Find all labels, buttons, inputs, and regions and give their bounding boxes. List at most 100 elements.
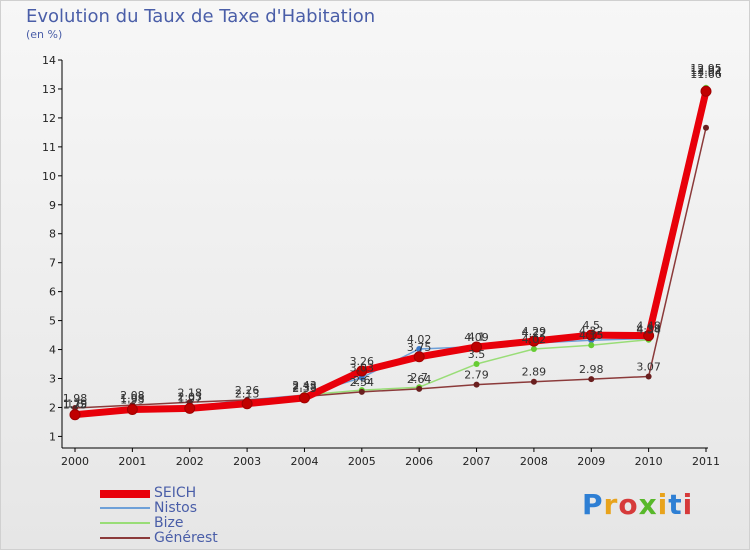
legend-label-seich: SEICH bbox=[154, 485, 197, 501]
point-seich-2010 bbox=[643, 330, 655, 342]
x-tick-label-2011: 2011 bbox=[692, 455, 720, 468]
data-label-2001-1: 1.98 bbox=[120, 392, 145, 405]
data-label-2005-1: 3.03 bbox=[350, 362, 375, 375]
data-label-2007-3: 2.79 bbox=[464, 369, 489, 382]
y-tick-label-9: 9 bbox=[49, 199, 56, 212]
data-label-2006-0: 4.02 bbox=[407, 333, 432, 346]
y-tick-label-8: 8 bbox=[49, 228, 56, 241]
legend-label-nistos: Nistos bbox=[154, 500, 198, 516]
point-gnrest-2011 bbox=[703, 124, 709, 131]
y-tick-label-4: 4 bbox=[49, 344, 56, 357]
data-label-2000-0: 1.98 bbox=[63, 392, 88, 405]
logo-letter: i bbox=[657, 488, 669, 521]
data-label-2007-2: 3.5 bbox=[468, 348, 486, 361]
data-label-2007-1: 4.1 bbox=[468, 331, 486, 344]
chart-title: Evolution du Taux de Taxe d'Habitation bbox=[26, 6, 376, 27]
logo-letter: i bbox=[682, 488, 694, 521]
data-label-2007-0: 4.09 bbox=[464, 331, 489, 344]
logo-letter: o bbox=[618, 488, 639, 521]
x-tick-label-2002: 2002 bbox=[176, 455, 204, 468]
y-tick-label-2: 2 bbox=[49, 401, 56, 414]
data-label-2001-2: 1.93 bbox=[120, 393, 145, 406]
point-seich-2005 bbox=[356, 365, 368, 377]
point-seich-2004 bbox=[298, 392, 310, 404]
data-label-2009-1: 4.32 bbox=[579, 324, 604, 337]
y-tick-label-3: 3 bbox=[49, 373, 56, 386]
data-label-2010-3: 3.07 bbox=[636, 360, 661, 373]
logo-letter: t bbox=[668, 488, 683, 521]
y-tick-label-12: 12 bbox=[42, 112, 56, 125]
data-label-2002-1: 2.03 bbox=[177, 391, 202, 404]
x-tick-label-2007: 2007 bbox=[463, 455, 491, 468]
y-tick-label-13: 13 bbox=[42, 83, 56, 96]
data-label-2010-2: 4.34 bbox=[636, 324, 661, 337]
point-seich-2000 bbox=[69, 409, 81, 421]
point-gnrest-2008 bbox=[530, 378, 537, 385]
point-bize-2009 bbox=[588, 342, 595, 349]
data-label-2011-1: 12.92 bbox=[690, 64, 722, 77]
x-tick-label-2006: 2006 bbox=[405, 455, 433, 468]
x-tick-label-2010: 2010 bbox=[635, 455, 663, 468]
data-label-2011-2: 13.04 bbox=[690, 66, 722, 79]
x-tick-label-2004: 2004 bbox=[290, 455, 318, 468]
x-tick-label-2000: 2000 bbox=[61, 455, 89, 468]
data-label-2002-0: 2.18 bbox=[177, 386, 202, 399]
data-label-2009-2: 4.15 bbox=[579, 329, 604, 342]
data-label-2005-3: 2.54 bbox=[350, 376, 375, 389]
series-line-seich bbox=[74, 90, 710, 419]
data-label-2005-2: 2.6 bbox=[353, 374, 371, 387]
data-label-2008-0: 4.29 bbox=[522, 325, 547, 338]
data-label-2009-3: 2.98 bbox=[579, 363, 604, 376]
point-gnrest-2006 bbox=[416, 385, 423, 392]
point-seich-2007 bbox=[471, 341, 483, 353]
data-label-2002-2: 1.97 bbox=[177, 392, 202, 405]
point-seich-2003 bbox=[241, 398, 253, 410]
proxiti-logo: Proxiti bbox=[582, 488, 693, 521]
x-tick-label-2008: 2008 bbox=[520, 455, 548, 468]
point-gnrest-2009 bbox=[588, 376, 595, 383]
legend-swatch-nistos bbox=[100, 507, 150, 509]
y-tick-label-14: 14 bbox=[42, 54, 56, 67]
legend-swatch-bize bbox=[100, 522, 150, 524]
point-bize-2007 bbox=[473, 361, 480, 368]
x-tick-label-2009: 2009 bbox=[577, 455, 605, 468]
x-tick-label-2001: 2001 bbox=[118, 455, 146, 468]
point-nistos-2006 bbox=[416, 345, 423, 352]
point-seich-2001 bbox=[126, 403, 138, 415]
data-label-2009-0: 4.5 bbox=[583, 319, 601, 332]
data-label-2001-0: 2.08 bbox=[120, 389, 145, 402]
y-tick-label-11: 11 bbox=[42, 141, 56, 154]
point-seich-2002 bbox=[184, 402, 196, 414]
legend-swatch-seich bbox=[100, 490, 150, 498]
data-label-2006-2: 2.7 bbox=[410, 371, 428, 384]
legend-label-generest: Générest bbox=[154, 530, 218, 546]
y-tick-label-5: 5 bbox=[49, 315, 56, 328]
point-bize-2008 bbox=[530, 345, 537, 352]
point-seich-2008 bbox=[528, 335, 540, 347]
data-label-2000-1: 1.8 bbox=[66, 397, 84, 410]
logo-letter: x bbox=[638, 488, 658, 521]
data-label-2004-0: 2.43 bbox=[292, 379, 317, 392]
x-tick-label-2005: 2005 bbox=[348, 455, 376, 468]
data-label-2011-3: 11.66 bbox=[690, 68, 722, 81]
data-label-2004-2: 2.33 bbox=[292, 382, 317, 395]
data-label-2005-0: 3.26 bbox=[350, 355, 375, 368]
data-label-2006-1: 3.75 bbox=[407, 341, 432, 354]
y-tick-label-1: 1 bbox=[49, 430, 56, 443]
data-label-2010-1: 4.38 bbox=[636, 323, 661, 336]
x-tick-label-2003: 2003 bbox=[233, 455, 261, 468]
data-label-2000-2: 1.79 bbox=[63, 398, 88, 411]
point-seich-2009 bbox=[585, 329, 597, 341]
logo-letter: r bbox=[603, 488, 619, 521]
point-gnrest-2010 bbox=[645, 373, 652, 380]
data-label-2004-1: 2.38 bbox=[292, 380, 317, 393]
data-label-2008-1: 4.22 bbox=[522, 327, 547, 340]
data-label-2000-3: 1.75 bbox=[63, 399, 88, 412]
series-line-gnrest bbox=[74, 127, 707, 409]
y-tick-label-7: 7 bbox=[49, 257, 56, 270]
data-label-2011-0: 12.95 bbox=[690, 62, 722, 75]
legend-swatch-generest bbox=[100, 537, 150, 539]
point-gnrest-2007 bbox=[473, 381, 480, 388]
